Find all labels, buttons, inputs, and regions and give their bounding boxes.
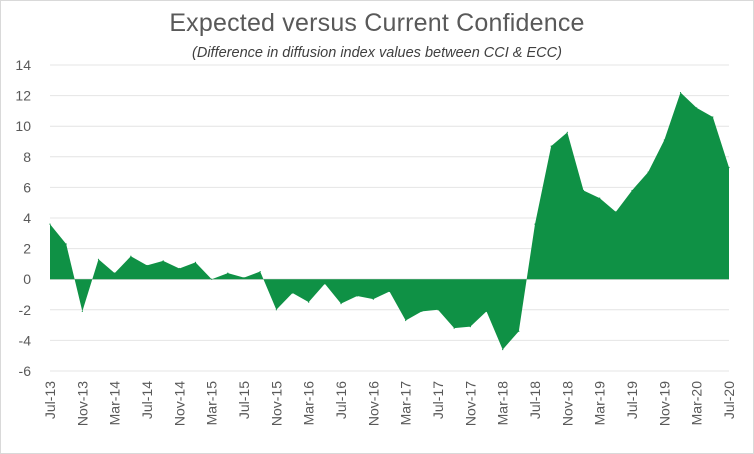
x-tick-label: Nov-16 xyxy=(365,381,381,426)
chart-title: Expected versus Current Confidence xyxy=(169,9,585,37)
data-point xyxy=(259,270,261,273)
x-tick-label: Mar-20 xyxy=(689,381,705,426)
data-point xyxy=(437,309,439,311)
data-point xyxy=(631,189,633,192)
data-point xyxy=(647,171,649,173)
x-tick-label: Mar-17 xyxy=(398,381,414,426)
area-series xyxy=(50,92,729,350)
y-tick-label: 6 xyxy=(23,179,31,195)
data-point xyxy=(194,261,197,263)
y-tick-label: 14 xyxy=(15,57,31,73)
x-tick-label: Mar-18 xyxy=(495,381,511,426)
x-tick-label: Nov-13 xyxy=(74,381,90,426)
x-tick-label: Jul-17 xyxy=(430,381,446,419)
x-tick-label: Mar-15 xyxy=(204,381,220,426)
y-tick-label: 8 xyxy=(23,149,31,165)
x-tick-label: Jul-14 xyxy=(139,381,155,419)
data-point xyxy=(130,255,132,257)
data-point xyxy=(534,223,536,225)
x-tick-label: Nov-14 xyxy=(171,381,187,426)
data-point xyxy=(663,139,665,141)
data-point xyxy=(615,211,617,213)
data-point xyxy=(582,189,585,192)
y-tick-label: 0 xyxy=(23,271,31,287)
data-point xyxy=(712,116,714,118)
data-point xyxy=(340,303,342,305)
data-point xyxy=(502,348,504,351)
x-tick-label: Nov-17 xyxy=(462,381,478,426)
data-point xyxy=(81,310,83,312)
data-point xyxy=(308,301,310,303)
data-point xyxy=(405,319,407,322)
data-point xyxy=(485,310,488,312)
chart-subtitle: (Difference in diffusion index values be… xyxy=(192,45,562,61)
y-tick-label: 4 xyxy=(23,210,31,226)
data-point xyxy=(178,267,180,270)
x-tick-label: Jul-18 xyxy=(527,381,543,419)
y-tick-label: 12 xyxy=(15,88,31,104)
x-tick-label: Nov-15 xyxy=(268,381,284,426)
data-point xyxy=(211,278,213,280)
data-point xyxy=(453,327,455,329)
data-point xyxy=(599,197,601,199)
x-tick-label: Nov-19 xyxy=(656,381,672,426)
data-point xyxy=(114,272,116,274)
data-point xyxy=(566,131,568,133)
data-point xyxy=(65,243,67,245)
data-point xyxy=(372,298,374,300)
y-tick-label: -6 xyxy=(19,363,32,379)
data-point xyxy=(324,283,326,285)
x-tick-label: Jul-15 xyxy=(236,381,252,419)
x-tick-label: Mar-19 xyxy=(592,381,608,426)
data-point xyxy=(728,166,730,169)
data-point xyxy=(518,330,520,332)
data-point xyxy=(162,260,164,262)
x-tick-label: Jul-19 xyxy=(624,381,640,419)
data-point xyxy=(550,145,552,147)
x-tick-label: Mar-14 xyxy=(107,381,123,426)
data-point xyxy=(97,258,100,260)
y-tick-label: 10 xyxy=(15,118,31,134)
y-tick-label: -4 xyxy=(19,332,32,348)
data-point xyxy=(49,223,51,225)
data-point xyxy=(291,292,294,294)
y-tick-label: 2 xyxy=(23,241,31,257)
data-point xyxy=(227,272,229,274)
data-point xyxy=(679,91,682,94)
x-tick-label: Jul-13 xyxy=(42,381,58,419)
data-point xyxy=(388,290,391,293)
x-tick-label: Nov-18 xyxy=(559,381,575,426)
data-point xyxy=(421,310,423,312)
data-point xyxy=(696,107,698,109)
data-point xyxy=(243,277,245,279)
data-point xyxy=(146,264,148,267)
y-tick-label: -2 xyxy=(19,302,32,318)
data-point xyxy=(469,326,471,328)
data-point xyxy=(275,309,277,311)
data-point xyxy=(356,295,358,297)
x-tick-label: Jul-16 xyxy=(333,381,349,419)
x-tick-label: Jul-20 xyxy=(721,381,737,419)
x-tick-label: Mar-16 xyxy=(301,381,317,426)
